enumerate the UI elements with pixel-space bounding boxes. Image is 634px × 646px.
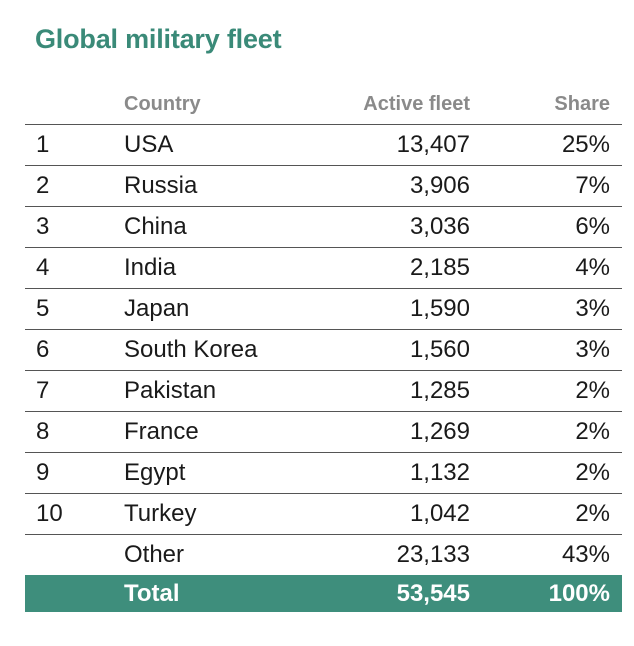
table-header-row: Country Active fleet Share	[25, 84, 622, 125]
country-cell: China	[124, 206, 304, 248]
page-title: Global military fleet	[35, 24, 282, 54]
country-cell: France	[124, 411, 304, 453]
table-row: 8 France 1,269 2%	[25, 411, 622, 453]
rank-cell: 7	[25, 370, 124, 412]
share-cell: 25%	[470, 124, 622, 166]
header-country: Country	[124, 84, 304, 125]
header-share: Share	[470, 84, 622, 125]
share-cell: 43%	[561, 541, 610, 568]
active-fleet-cell: 3,036	[304, 206, 470, 248]
active-fleet-cell: 1,132	[304, 452, 470, 494]
rank-cell: 1	[25, 124, 124, 166]
rank-cell	[25, 535, 124, 576]
active-fleet-cell: 1,590	[304, 288, 470, 330]
total-rank-cell	[25, 575, 124, 612]
share-cell: 3%	[470, 288, 622, 330]
rank-cell: 8	[25, 411, 124, 453]
rank-cell: 4	[25, 247, 124, 289]
header-active-fleet: Active fleet	[304, 84, 470, 125]
active-fleet-cell: 23,133	[396, 541, 470, 568]
active-fleet-cell: 2,185	[304, 247, 470, 289]
fleet-table: Country Active fleet Share 1 USA 13,407 25%…	[25, 84, 622, 612]
rank-cell: 2	[25, 165, 124, 207]
share-cell: 6%	[470, 206, 622, 248]
country-cell: Russia	[124, 165, 304, 207]
country-cell: Japan	[124, 288, 304, 330]
country-cell: South Korea	[124, 329, 304, 371]
table-body: 1 USA 13,407 25% 2 Russia 3,906 7% 3 China 3,036 6%…	[25, 124, 622, 576]
active-fleet-cell: 13,407	[304, 124, 470, 166]
country-cell: Other	[124, 541, 185, 568]
active-fleet-cell: 3,906	[304, 165, 470, 207]
table-row: 3 China 3,036 6%	[25, 206, 622, 248]
share-cell: 2%	[470, 370, 622, 412]
header-rank	[25, 84, 124, 125]
share-cell: 7%	[470, 165, 622, 207]
active-fleet-cell: 1,560	[304, 329, 470, 371]
table-row: 4 India 2,185 4%	[25, 247, 622, 289]
country-cell: Egypt	[124, 452, 304, 494]
share-cell: 2%	[470, 452, 622, 494]
share-cell: 2%	[470, 411, 622, 453]
table-row: 2 Russia 3,906 7%	[25, 165, 622, 207]
table-row: 10 Turkey 1,042 2%	[25, 493, 622, 535]
table-row: Other 23,133 43%	[25, 535, 622, 576]
rank-cell: 9	[25, 452, 124, 494]
total-share: 100%	[470, 575, 622, 612]
active-fleet-cell: 1,285	[304, 370, 470, 412]
total-label: Total	[124, 575, 304, 612]
country-cell: Pakistan	[124, 370, 304, 412]
rank-cell: 6	[25, 329, 124, 371]
total-fleet: 53,545	[304, 575, 470, 612]
share-cell: 4%	[470, 247, 622, 289]
active-fleet-cell: 1,042	[304, 493, 470, 535]
table-row: 9 Egypt 1,132 2%	[25, 452, 622, 494]
rank-cell: 5	[25, 288, 124, 330]
share-cell: 3%	[470, 329, 622, 371]
country-cell: Turkey	[124, 493, 304, 535]
country-cell: USA	[124, 124, 304, 166]
table-row: 5 Japan 1,590 3%	[25, 288, 622, 330]
table-row: 7 Pakistan 1,285 2%	[25, 370, 622, 412]
active-fleet-cell: 1,269	[304, 411, 470, 453]
rank-cell: 3	[25, 206, 124, 248]
table-row: 1 USA 13,407 25%	[25, 124, 622, 166]
rank-cell: 10	[25, 493, 124, 535]
country-cell: India	[124, 247, 304, 289]
share-cell: 2%	[470, 493, 622, 535]
total-row: Total 53,545 100%	[25, 575, 622, 612]
table-row: 6 South Korea 1,560 3%	[25, 329, 622, 371]
